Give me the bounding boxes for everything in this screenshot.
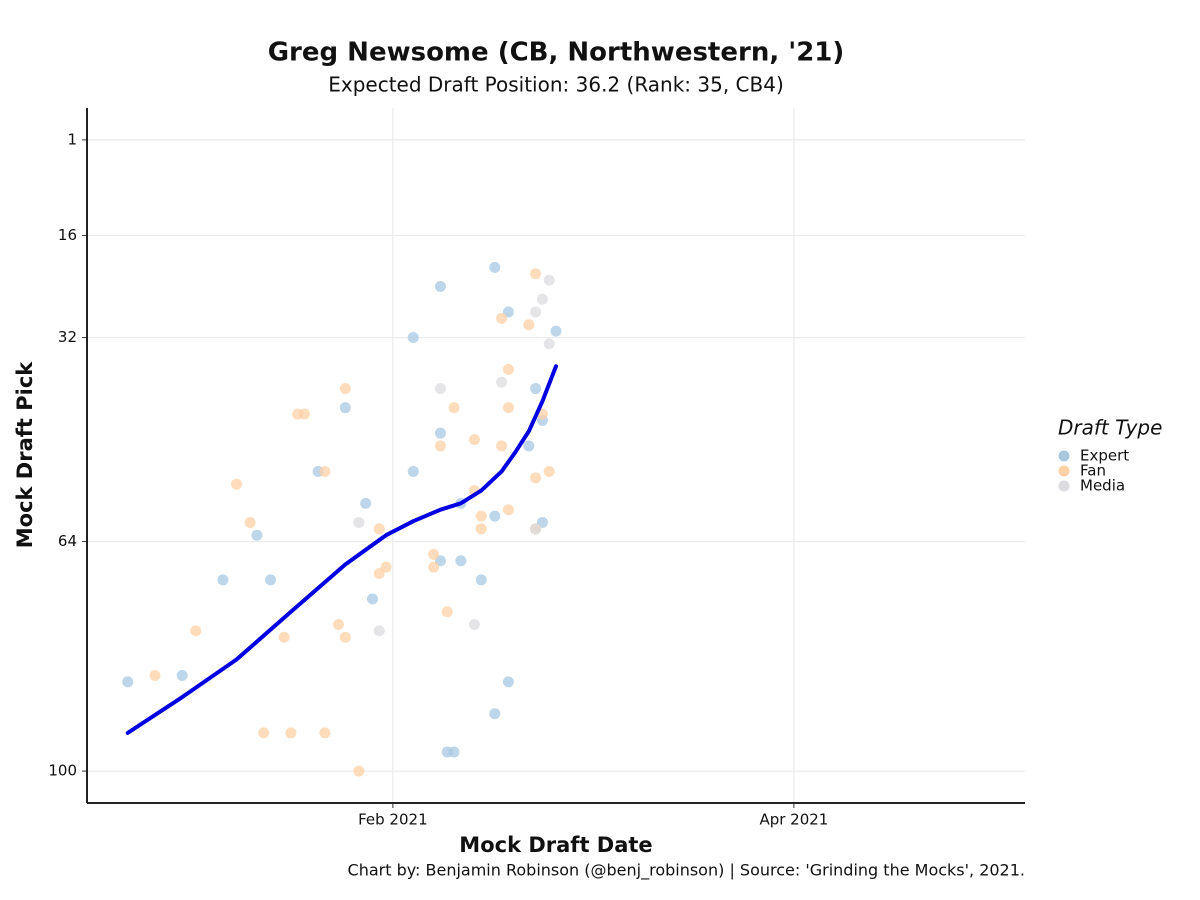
data-point [530,472,542,484]
data-point [244,516,256,528]
data-point [299,408,311,420]
legend-label: Media [1080,477,1125,495]
data-point [496,440,508,452]
legend-swatch [1058,465,1070,477]
data-point [489,510,501,522]
data-point [475,574,487,586]
data-point [319,727,331,739]
legend-swatch [1058,480,1070,492]
y-tick-label: 100 [48,762,77,780]
legend-label: Fan [1080,462,1106,480]
data-point [536,293,548,305]
data-point [496,376,508,388]
data-point [434,383,446,395]
data-point [543,274,555,286]
data-point [441,606,453,618]
data-point [149,669,161,681]
data-point [217,574,229,586]
caption: Chart by: Benjamin Robinson (@benj_robin… [348,861,1025,881]
y-axis-label: Mock Draft Pick [13,361,37,549]
data-point [502,402,514,414]
data-point [523,319,535,331]
data-point [231,478,243,490]
data-point [448,746,460,758]
x-tick-label: Feb 2021 [358,811,428,829]
data-point [122,676,134,688]
data-point [353,516,365,528]
data-point [339,631,351,643]
data-point [475,523,487,535]
y-tick-label: 64 [58,532,77,550]
data-point [380,561,392,573]
chart-title: Greg Newsome (CB, Northwestern, '21) [268,38,845,68]
data-point [530,523,542,535]
data-point [434,281,446,293]
y-tick-label: 16 [58,226,77,244]
data-point [530,268,542,280]
data-point [543,465,555,477]
chart-subtitle: Expected Draft Position: 36.2 (Rank: 35,… [328,73,784,97]
data-point [251,529,263,541]
legend-label: Expert [1080,447,1129,465]
data-point [339,383,351,395]
data-point [530,383,542,395]
data-point [366,593,378,605]
data-point [489,708,501,720]
data-point [448,402,460,414]
data-point [428,548,440,560]
legend-title: Draft Type [1058,416,1162,440]
data-point [434,440,446,452]
y-tick-label: 1 [67,130,77,148]
data-point [496,312,508,324]
data-point [489,261,501,273]
data-point [502,504,514,516]
data-point [373,523,385,535]
data-point [339,402,351,414]
data-point [502,363,514,375]
data-point [523,440,535,452]
data-point [475,510,487,522]
data-point [278,631,290,643]
data-point [502,676,514,688]
data-point [360,497,372,509]
data-point [353,765,365,777]
data-point [332,618,344,630]
data-point [285,727,297,739]
legend-swatch [1058,450,1070,462]
data-point [468,618,480,630]
data-point [176,669,188,681]
x-axis-label: Mock Draft Date [459,833,652,857]
data-point [319,465,331,477]
data-point [455,555,467,567]
data-point [434,427,446,439]
data-point [373,625,385,637]
data-point [468,434,480,446]
data-point [258,727,270,739]
data-point [265,574,277,586]
data-point [190,625,202,637]
trend-line [125,364,558,735]
data-point [428,561,440,573]
data-point [530,306,542,318]
data-point [550,325,562,337]
x-tick-label: Apr 2021 [759,811,828,829]
data-point [543,338,555,350]
data-point [407,465,419,477]
y-tick-label: 32 [58,328,77,346]
data-point [407,332,419,344]
